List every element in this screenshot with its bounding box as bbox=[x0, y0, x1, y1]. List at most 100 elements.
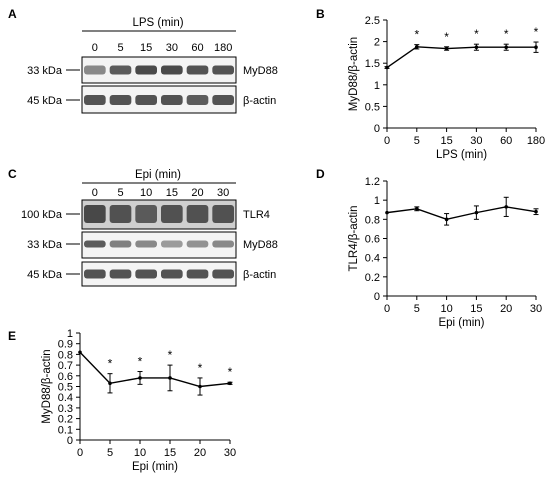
y-tick-label: 1 bbox=[374, 195, 380, 207]
blot-band bbox=[161, 65, 183, 75]
data-point bbox=[78, 350, 82, 355]
blot-band bbox=[109, 240, 132, 248]
panel-letter-c: C bbox=[8, 167, 17, 181]
data-point bbox=[108, 381, 112, 386]
y-tick-label: 0.4 bbox=[58, 392, 73, 404]
blot-a-myd88-bands bbox=[84, 65, 234, 75]
blot-band bbox=[212, 95, 234, 105]
blot-c-myd88-target: MyD88 bbox=[243, 239, 278, 251]
y-tick-label: 0 bbox=[374, 291, 380, 303]
y-tick-label: 0.3 bbox=[58, 403, 73, 415]
significance-marker: * bbox=[414, 28, 419, 42]
blot-a-actin-size: 45 kDa bbox=[27, 95, 63, 107]
blot-c-header: Epi (min) bbox=[135, 169, 181, 181]
significance-marker: * bbox=[108, 357, 113, 371]
y-tick-label: 1 bbox=[67, 328, 73, 340]
blot-band bbox=[135, 240, 157, 248]
series-line bbox=[386, 46, 536, 69]
data-point bbox=[504, 45, 509, 50]
y-tick-label: 0.1 bbox=[58, 424, 73, 436]
x-tick-label: 20 bbox=[194, 447, 206, 459]
y-tick-label: 1.5 bbox=[365, 58, 380, 70]
panel-a: A LPS (min) 0 5 15 30 60 180 33 kDa MyD88 45 … bbox=[8, 7, 278, 114]
blot-c-actin-bands bbox=[84, 269, 234, 279]
lane-label: 5 bbox=[117, 187, 123, 199]
blot-band bbox=[212, 240, 234, 248]
blot-a-actin-frame bbox=[81, 85, 237, 114]
blot-c-actin-frame bbox=[81, 261, 237, 287]
panel-letter-a: A bbox=[8, 7, 17, 21]
data-point bbox=[385, 65, 389, 70]
x-tick-label: 15 bbox=[440, 135, 452, 147]
x-tick-label: 0 bbox=[384, 135, 390, 147]
data-point bbox=[444, 46, 449, 51]
blot-band bbox=[161, 205, 183, 223]
blot-band bbox=[186, 240, 209, 248]
x-axis-label: Epi (min) bbox=[132, 461, 178, 473]
lane-label: 180 bbox=[214, 42, 232, 54]
blot-c-tlr4-target: TLR4 bbox=[243, 209, 270, 221]
blot-band bbox=[109, 205, 132, 223]
blot-band bbox=[161, 95, 183, 105]
lane-label: 15 bbox=[140, 42, 152, 54]
significance-marker: * bbox=[138, 355, 143, 369]
blot-c-actin-size: 45 kDa bbox=[27, 269, 63, 281]
data-point bbox=[474, 45, 479, 50]
chart-e: E00.10.20.30.40.50.60.70.80.910 5 10 15 20 30… bbox=[8, 328, 236, 473]
x-tick-label: 0 bbox=[384, 303, 390, 315]
blot-c-actin-target: β-actin bbox=[243, 269, 276, 281]
y-tick-label: 0.5 bbox=[365, 101, 380, 113]
x-tick-label: 20 bbox=[500, 303, 512, 315]
blot-band bbox=[135, 205, 157, 223]
blot-a-actin-target: β-actin bbox=[243, 95, 276, 107]
lane-label: 30 bbox=[217, 187, 229, 199]
series-line bbox=[79, 351, 231, 388]
x-tick-label: 30 bbox=[224, 447, 236, 459]
x-tick-label: 15 bbox=[470, 303, 482, 315]
data-point bbox=[168, 376, 172, 380]
blot-c-lane-labels: 0 5 10 15 20 30 bbox=[92, 187, 230, 199]
lane-label: 0 bbox=[92, 187, 98, 199]
lane-label: 30 bbox=[166, 42, 178, 54]
blot-a-actin-bands bbox=[84, 95, 234, 105]
blot-a-myd88-size: 33 kDa bbox=[27, 65, 63, 77]
blot-band bbox=[135, 65, 157, 75]
x-axis-label: LPS (min) bbox=[436, 149, 487, 161]
data-point bbox=[385, 210, 389, 215]
y-tick-label: 1 bbox=[374, 80, 380, 92]
blot-band bbox=[186, 269, 209, 279]
significance-marker: * bbox=[474, 27, 479, 41]
blot-band bbox=[186, 205, 209, 223]
x-tick-label: 5 bbox=[414, 303, 420, 315]
y-tick-label: 0.2 bbox=[58, 414, 73, 426]
blot-a-myd88-frame bbox=[81, 56, 237, 84]
blot-band bbox=[84, 269, 106, 279]
chart-b: B 0 0.5 1 1.5 2 2.5 0 5 15 30 60 180 LPS (min) MyD88/β… bbox=[316, 7, 545, 161]
blot-c-tlr4-bands bbox=[84, 205, 234, 223]
data-point bbox=[504, 205, 509, 209]
data-point bbox=[534, 209, 538, 214]
lane-label: 0 bbox=[92, 42, 98, 54]
y-tick-label: 0.8 bbox=[365, 214, 380, 226]
significance-marker: * bbox=[198, 361, 203, 375]
blot-band bbox=[212, 205, 234, 223]
data-point bbox=[198, 384, 202, 389]
blot-band bbox=[109, 269, 132, 279]
y-tick-label: 0.9 bbox=[58, 339, 73, 351]
y-tick-label: 0.5 bbox=[58, 382, 73, 394]
significance-marker: * bbox=[534, 25, 539, 39]
blot-band bbox=[109, 65, 132, 75]
x-tick-label: 30 bbox=[470, 135, 482, 147]
y-axis-label: MyD88/β-actin bbox=[41, 349, 53, 423]
panel-letter: E bbox=[8, 329, 16, 343]
blot-band bbox=[161, 269, 183, 279]
blot-band bbox=[84, 240, 106, 248]
blot-band bbox=[109, 95, 132, 105]
x-tick-label: 5 bbox=[107, 447, 113, 459]
lane-label: 15 bbox=[166, 187, 178, 199]
data-point bbox=[138, 376, 142, 380]
data-point bbox=[474, 210, 479, 215]
x-tick-label: 0 bbox=[77, 447, 83, 459]
x-tick-label: 5 bbox=[414, 135, 420, 147]
